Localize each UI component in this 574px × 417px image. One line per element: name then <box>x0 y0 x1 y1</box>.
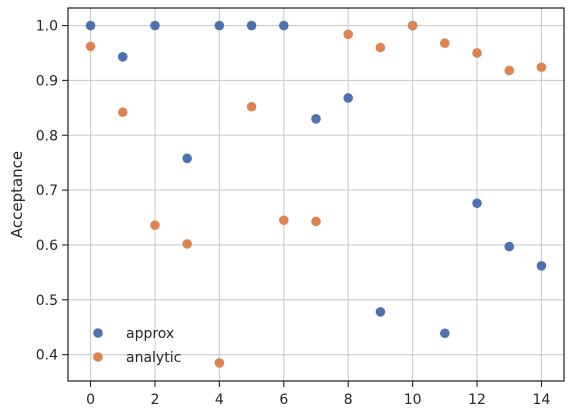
y-tick-label: 0.6 <box>36 238 58 254</box>
data-point <box>150 220 160 231</box>
x-tick-label: 2 <box>151 392 160 408</box>
y-tick-label: 0.7 <box>36 183 58 199</box>
grid <box>68 8 564 381</box>
plot-frame <box>67 7 565 382</box>
y-tick-label: 1.0 <box>36 19 58 35</box>
data-point <box>278 215 289 226</box>
data-points <box>85 20 547 368</box>
data-point <box>278 20 289 31</box>
x-tick-label: 0 <box>86 392 95 408</box>
data-point <box>311 114 321 124</box>
data-point <box>504 65 515 76</box>
x-tick-label: 8 <box>344 392 353 408</box>
data-point <box>504 241 515 252</box>
data-point <box>117 52 128 62</box>
x-tick-label: 12 <box>468 392 486 408</box>
legend-marker <box>93 352 103 362</box>
data-point <box>85 41 96 52</box>
data-point <box>311 216 321 227</box>
x-tick-label: 4 <box>215 392 224 408</box>
legend: approx analytic <box>93 326 181 366</box>
data-point <box>536 261 547 271</box>
x-tick-label: 10 <box>404 392 422 408</box>
y-tick-label: 0.5 <box>36 293 58 309</box>
data-point <box>440 328 450 339</box>
data-point <box>182 153 192 164</box>
data-point <box>472 198 482 209</box>
data-point <box>375 42 386 53</box>
data-point <box>343 93 354 103</box>
data-point <box>536 62 547 73</box>
data-point <box>343 29 354 40</box>
data-point <box>246 101 257 112</box>
data-point <box>150 20 160 31</box>
x-tick-label: 14 <box>533 392 551 408</box>
legend-label: analytic <box>126 350 181 366</box>
data-point <box>472 48 482 58</box>
data-point <box>440 38 450 48</box>
y-tick-label: 0.9 <box>36 73 58 89</box>
legend-label: approx <box>126 326 174 342</box>
y-axis-label: Acceptance <box>8 151 26 238</box>
y-tick-label: 0.8 <box>36 128 58 144</box>
data-point <box>85 20 96 31</box>
data-point <box>214 358 225 368</box>
data-point <box>117 107 128 118</box>
data-point <box>214 20 225 31</box>
y-axis: 0.4 0.5 0.6 0.7 0.8 0.9 1.0 <box>36 19 68 364</box>
y-tick-label: 0.4 <box>36 348 58 364</box>
series-analytic <box>85 20 547 368</box>
data-point <box>182 239 192 249</box>
data-point <box>375 307 386 317</box>
x-axis: 0 2 4 6 8 10 12 14 <box>86 381 550 408</box>
legend-marker <box>93 328 103 338</box>
data-point <box>246 20 257 31</box>
x-tick-label: 6 <box>279 392 288 408</box>
data-point <box>407 20 418 31</box>
